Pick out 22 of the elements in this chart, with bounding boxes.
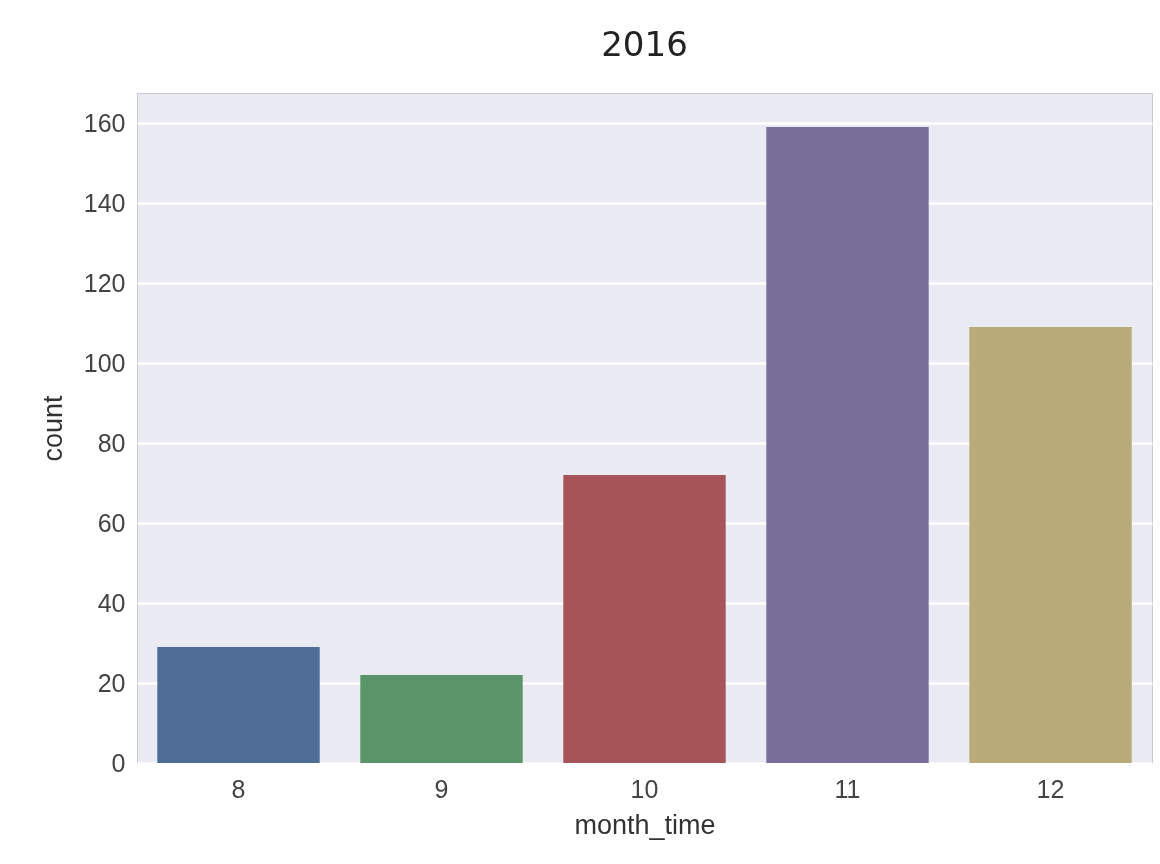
y-tick-label: 0: [111, 748, 126, 777]
y-tick-label: 80: [97, 428, 126, 457]
y-tick-label: 60: [97, 508, 126, 537]
y-tick-label: 160: [83, 108, 126, 137]
y-tick-label: 100: [83, 348, 126, 377]
bar: [766, 127, 929, 763]
x-tick-label: 9: [434, 774, 449, 803]
bar: [157, 647, 320, 763]
x-tick-label: 8: [231, 774, 246, 803]
bar: [563, 475, 726, 763]
y-tick-label: 120: [83, 268, 126, 297]
chart-title: 2016: [601, 24, 688, 64]
y-tick-label: 20: [97, 668, 126, 697]
y-tick-label: 40: [97, 588, 126, 617]
bar: [360, 675, 523, 763]
bar: [969, 327, 1132, 763]
y-axis-title: count: [37, 394, 68, 462]
x-axis-title: month_time: [574, 809, 716, 840]
x-tick-label: 11: [834, 774, 861, 803]
y-tick-label: 140: [83, 188, 126, 217]
x-tick-label: 12: [1036, 774, 1065, 803]
x-tick-label: 10: [630, 774, 659, 803]
